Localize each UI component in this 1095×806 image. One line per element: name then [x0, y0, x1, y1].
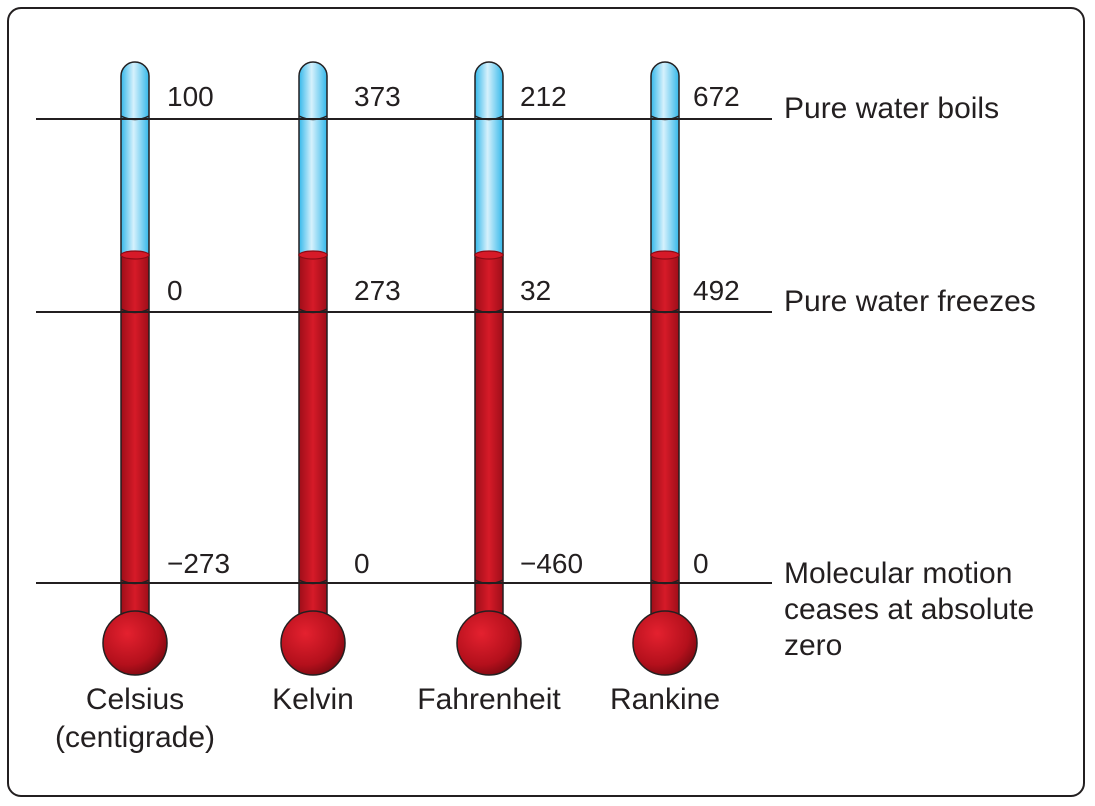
scale-value: 0	[693, 548, 709, 579]
thermometer-bulb	[280, 610, 346, 676]
tube-glass	[298, 61, 328, 256]
tube-glass	[474, 61, 504, 256]
mercury-top	[474, 250, 504, 260]
thermometer-fahrenheit	[456, 61, 522, 676]
mercury-column	[474, 254, 504, 629]
thermometer-bulb	[102, 610, 168, 676]
scale-name: Celsius (centigrade)	[55, 683, 215, 754]
scale-value: 32	[520, 275, 551, 306]
mercury-top	[298, 250, 328, 260]
tube-glass	[120, 61, 150, 256]
scale-value: −273	[167, 548, 230, 579]
scale-value: 212	[520, 81, 567, 112]
scale-value: 100	[167, 81, 214, 112]
mercury-top	[120, 250, 150, 260]
thermometer-celsius	[102, 61, 168, 676]
thermometer-rankine	[632, 61, 698, 676]
reference-label: Molecular motion ceases at absolute zero	[784, 557, 1034, 662]
scale-name: Kelvin	[272, 683, 354, 716]
scale-value: 273	[354, 275, 401, 306]
mercury-column	[120, 254, 150, 629]
thermometer-kelvin	[280, 61, 346, 676]
mercury-top	[650, 250, 680, 260]
reference-label: Pure water boils	[784, 92, 999, 125]
scale-value: 492	[693, 275, 740, 306]
scale-value: −460	[520, 548, 583, 579]
thermometer-bulb	[456, 610, 522, 676]
scale-value: 0	[354, 548, 370, 579]
diagram-frame	[7, 7, 1085, 797]
thermometer-bulb	[632, 610, 698, 676]
scale-value: 373	[354, 81, 401, 112]
scale-value: 0	[167, 275, 183, 306]
tube-glass	[650, 61, 680, 256]
scale-name: Rankine	[610, 683, 720, 716]
scale-name: Fahrenheit	[417, 683, 561, 716]
reference-label: Pure water freezes	[784, 285, 1036, 318]
scale-value: 672	[693, 81, 740, 112]
